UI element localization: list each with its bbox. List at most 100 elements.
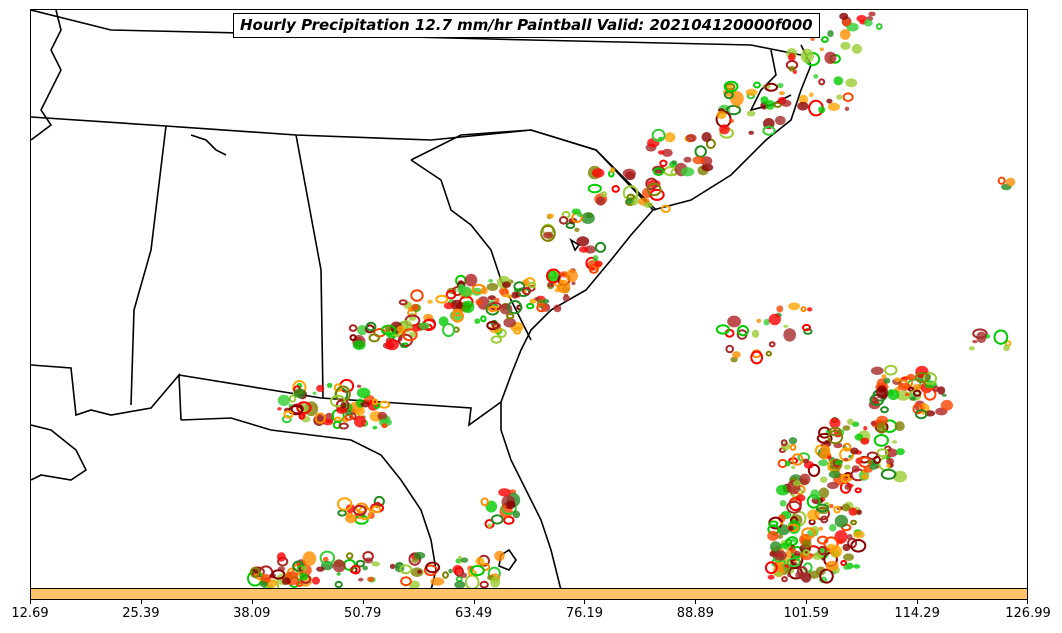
paintball-blob [571,281,576,286]
map-title: Hourly Precipitation 12.7 mm/hr Paintbal… [233,13,820,38]
colorbar-tick-label: 114.29 [894,606,940,621]
paintball-blob [821,36,829,43]
paintball-blob [281,415,292,424]
paintball-blob [360,401,370,408]
paintball-blob [505,500,516,510]
paintball-blob [864,19,873,27]
paintball-blob [442,571,449,579]
paintball-blob [875,386,889,399]
paintball-blob [845,78,858,88]
paintball-blob [664,132,676,143]
paintball-blob [770,541,782,553]
paintball-blob [470,565,485,577]
paintball-blob [487,295,496,301]
paintball-blob [457,284,466,294]
paintball-blob [357,325,368,336]
paintball-blob [609,167,616,174]
paintball-blob [778,91,785,96]
paintball-blob [851,465,860,473]
paintball-blob [794,550,801,557]
paintball-blob [715,324,731,335]
paintball-blob [818,106,826,114]
colorbar-tick-label: 12.69 [11,606,49,621]
paintball-blob [547,213,555,219]
paintball-blob [815,503,830,513]
paintball-blob [745,88,758,96]
paintball-blob [969,346,975,351]
paintball-blob [488,305,498,313]
paintball-blob [774,115,786,126]
paintball-blob [850,447,859,455]
colorbar-tick [251,600,253,604]
paintball-blob [876,422,887,434]
paintball-blob [371,561,381,567]
paintball-blob [791,453,804,466]
paintball-blob [458,555,462,560]
paintball-blob [475,557,485,566]
paintball-blob [316,566,325,572]
paintball-blob [762,125,776,136]
paintball-blob [818,78,826,86]
paintball-blob [694,145,707,158]
paintball-blob [791,538,798,543]
paintball-blob [346,552,354,560]
paintball-blob [316,384,325,392]
paintball-blob [820,476,828,483]
paintball-blob [488,278,494,283]
paintball-blob [887,389,900,401]
paintball-blob [732,351,741,359]
paintball-blob [818,545,827,556]
paintball-blob [592,168,605,178]
border-tn-south [31,116,657,211]
paintball-blob [467,569,477,577]
paintball-blob [870,366,884,375]
paintball-blob [829,545,843,558]
paintball-blob [880,406,889,414]
paintball-blob [562,295,571,302]
paintball-blob [907,386,915,392]
paintball-blob [876,448,889,458]
colorbar-tick-label: 50.79 [344,606,382,621]
paintball-blob [768,341,776,348]
paintball-blob [565,222,576,229]
paintball-blob [418,322,430,330]
paintball-blob [425,561,441,574]
paintball-blob [750,350,764,365]
paintball-blob [271,569,286,580]
paintball-blob [781,99,792,107]
paintball-blob [800,552,813,561]
paintball-blob [660,204,671,214]
paintball-blob [522,287,532,296]
paintball-blob [480,286,488,295]
paintball-blob [288,394,297,403]
paintball-blob [858,456,872,468]
paintball-blob [336,497,353,511]
paintball-blob [886,463,891,468]
paintball-blob [827,102,841,112]
paintball-blob [345,504,356,513]
paintball-blob [795,494,806,502]
lake-okeechobee [498,548,517,571]
paintball-blob [513,281,526,292]
paintball-blob [784,460,791,467]
paintball-blob [311,576,320,585]
paintball-blob [358,577,364,582]
paintball-blob [834,530,848,544]
paintball-blob [816,432,833,444]
paintball-blob [912,403,923,415]
paintball-blob [546,270,560,283]
paintball-blob [818,459,829,467]
paintball-blob [413,551,426,560]
paintball-blob [997,176,1006,185]
paintball-blob [491,514,504,525]
paintball-blob [355,559,365,568]
paintball-blob [326,382,333,388]
paintball-blob [348,324,358,332]
paintball-blob [786,500,802,514]
paintball-blob [417,569,422,574]
paintball-blob [789,444,797,451]
paintball-blob [333,383,343,393]
paintball-blob [925,410,936,417]
paintball-blob [480,315,487,323]
paintball-blob [842,92,854,102]
